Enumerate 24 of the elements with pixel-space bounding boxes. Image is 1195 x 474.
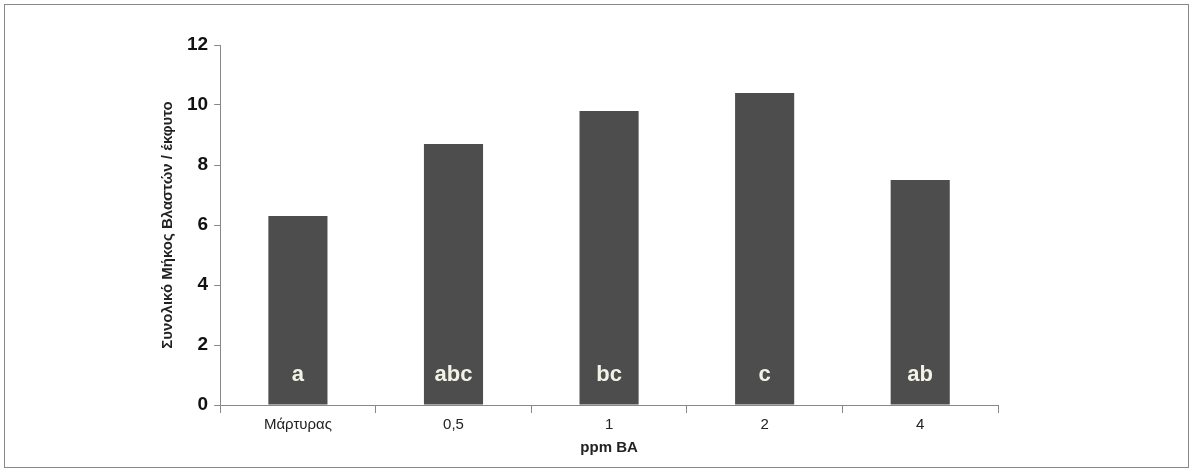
annotation: abc — [434, 361, 473, 387]
bar — [579, 111, 639, 405]
x-tick-label: 2 — [760, 415, 769, 433]
annotation: c — [758, 361, 771, 387]
y-axis-title: Συνολικό Μήκος Βλαστών / έκφυτο — [158, 101, 176, 349]
y-tick-label: 2 — [197, 333, 209, 355]
y-tick-label: 10 — [186, 93, 209, 115]
annotation: ab — [907, 361, 934, 387]
x-tick-label: 4 — [916, 415, 925, 433]
x-tick-label: Μάρτυρας — [263, 415, 332, 433]
y-tick-label: 0 — [197, 393, 209, 415]
x-axis-title: ppm BA — [580, 438, 638, 456]
y-tick-label: 6 — [197, 213, 209, 235]
annotation: bc — [596, 361, 622, 387]
x-tick-label: 1 — [604, 415, 614, 433]
bar — [735, 93, 795, 405]
x-tick-label: 0,5 — [443, 415, 464, 433]
y-tick-label: 8 — [197, 153, 209, 175]
y-tick-label: 12 — [186, 33, 209, 55]
bar — [890, 180, 950, 405]
bar — [268, 216, 328, 405]
y-tick-label: 4 — [197, 273, 209, 295]
annotation: a — [291, 361, 305, 387]
bar — [423, 144, 484, 405]
